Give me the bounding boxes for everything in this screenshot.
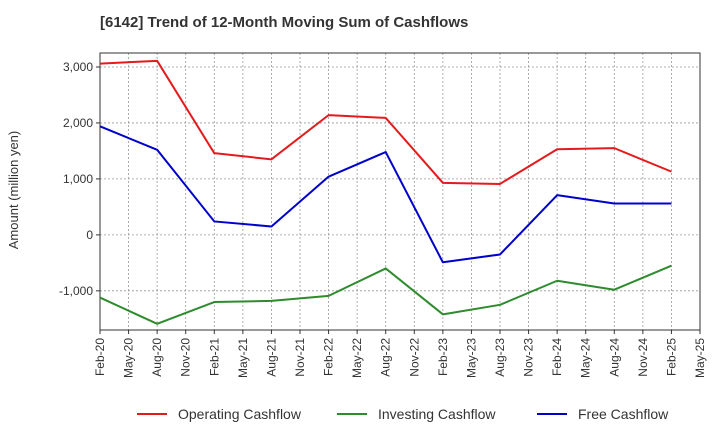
free-cashflow-legend-label: Free Cashflow — [578, 406, 669, 422]
x-tick-label: May-24 — [579, 338, 593, 378]
y-tick-label: -1,000 — [59, 284, 93, 298]
y-tick-label: 0 — [86, 228, 93, 242]
x-tick-label: May-23 — [464, 338, 478, 378]
free-cashflow-line — [99, 125, 672, 264]
x-tick-label: May-25 — [693, 338, 707, 378]
x-tick-label: May-20 — [122, 338, 136, 378]
plot-area — [99, 52, 701, 331]
x-tick-label: Feb-25 — [664, 338, 678, 376]
x-axis-ticks: Feb-20 May-20 Aug-20 Nov-20 Feb-21 May-21 Aug-… — [93, 330, 707, 378]
x-tick-label: Aug-20 — [150, 338, 164, 377]
x-tick-label: Aug-23 — [493, 338, 507, 377]
operating-cashflow-legend-label: Operating Cashflow — [178, 406, 302, 422]
x-tick-label: Feb-20 — [93, 338, 107, 376]
x-tick-label: Nov-24 — [636, 338, 650, 377]
y-tick-label: 3,000 — [63, 60, 93, 74]
x-tick-label: Nov-23 — [522, 338, 536, 377]
x-tick-label: Feb-23 — [436, 338, 450, 376]
x-tick-label: Aug-21 — [264, 338, 278, 377]
x-tick-label: Nov-20 — [179, 338, 193, 377]
y-axis-title: Amount (million yen) — [6, 131, 21, 250]
y-tick-label: 1,000 — [63, 172, 93, 186]
x-tick-label: Aug-24 — [607, 338, 621, 377]
x-tick-label: Aug-22 — [379, 338, 393, 377]
x-tick-label: Nov-22 — [407, 338, 421, 377]
x-tick-label: May-21 — [236, 338, 250, 378]
x-tick-label: Feb-24 — [550, 338, 564, 376]
legend: Operating Cashflow Investing Cashflow Free… — [137, 406, 669, 422]
x-tick-label: Nov-21 — [293, 338, 307, 377]
series-lines — [99, 59, 672, 325]
x-tick-label: Feb-22 — [322, 338, 336, 376]
investing-cashflow-line — [99, 264, 672, 325]
chart-title: [6142] Trend of 12-Month Moving Sum of C… — [100, 14, 469, 31]
investing-cashflow-legend-label: Investing Cashflow — [378, 406, 496, 422]
y-axis-ticks: 3,000 2,000 1,000 0 -1,000 — [59, 60, 100, 298]
x-tick-label: Feb-21 — [207, 338, 221, 376]
x-tick-label: May-22 — [350, 338, 364, 378]
operating-cashflow-line — [99, 59, 672, 185]
y-tick-label: 2,000 — [63, 116, 93, 130]
